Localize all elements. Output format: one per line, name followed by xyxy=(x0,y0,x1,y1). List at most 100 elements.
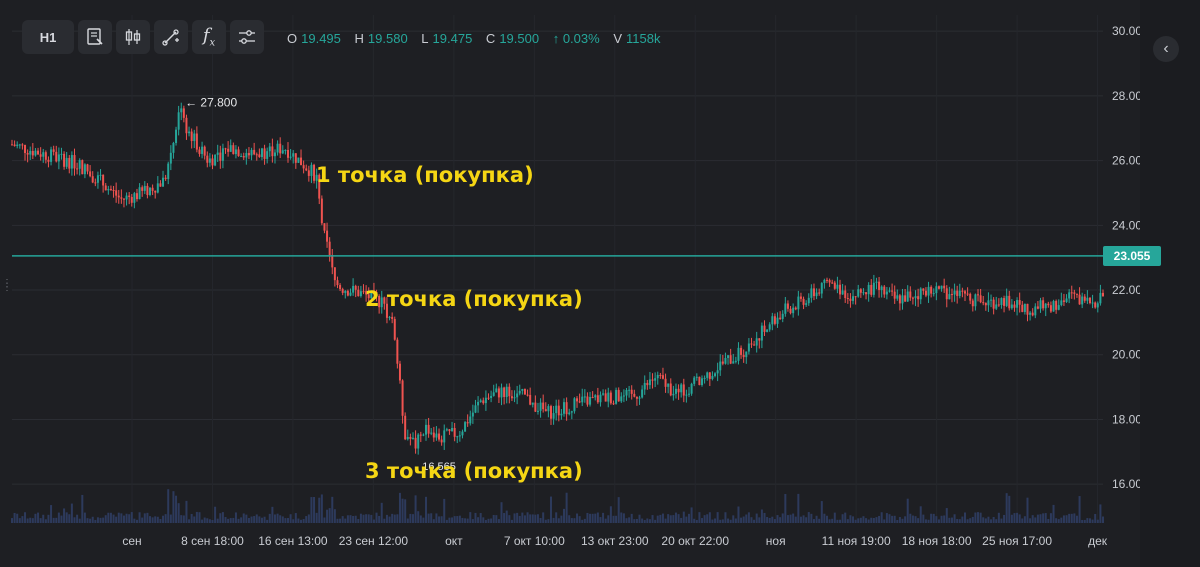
drawing-button[interactable] xyxy=(154,20,188,54)
candle-body xyxy=(786,303,789,309)
volume-bar xyxy=(969,518,972,523)
candle-body xyxy=(771,316,774,325)
volume-bar xyxy=(563,508,566,523)
candle-body xyxy=(971,300,974,307)
candle-body xyxy=(117,195,120,198)
candle-body xyxy=(445,429,448,431)
volume-bar xyxy=(146,512,149,523)
volume-bar xyxy=(78,518,81,523)
volume-bar xyxy=(1083,519,1086,523)
chart-type-button[interactable] xyxy=(116,20,150,54)
volume-bar xyxy=(430,513,433,523)
volume-bar xyxy=(289,514,292,523)
candle-body xyxy=(185,117,188,134)
x-tick-label: 25 ноя 17:00 xyxy=(982,534,1052,548)
template-button[interactable] xyxy=(78,20,112,54)
candle-body xyxy=(138,187,141,200)
candle-body xyxy=(844,290,847,298)
collapse-panel-button[interactable]: ‹ xyxy=(1153,36,1179,62)
candle-body xyxy=(292,153,295,157)
candle-body xyxy=(609,392,612,404)
volume-bar xyxy=(891,515,894,523)
volume-bar xyxy=(406,518,409,523)
candle-body xyxy=(73,155,76,169)
candle-body xyxy=(1099,292,1102,304)
drag-handle-icon[interactable]: ⋮ ⋮ xyxy=(2,278,12,293)
candle-body xyxy=(135,193,138,200)
x-tick-label: 16 сен 13:00 xyxy=(258,534,328,548)
candle-body xyxy=(695,376,698,378)
candle-body xyxy=(906,291,909,302)
volume-bar xyxy=(138,512,141,523)
volume-bar xyxy=(958,519,961,523)
candle-body xyxy=(271,146,274,157)
candle-body xyxy=(958,290,961,296)
chart-settings-button[interactable] xyxy=(230,20,264,54)
candle-body xyxy=(990,299,993,301)
volume-bar xyxy=(698,512,701,523)
volume-bar xyxy=(857,518,860,523)
candle-body xyxy=(326,230,329,242)
candle-body xyxy=(1068,292,1071,299)
candle-body xyxy=(888,290,891,292)
candle-body xyxy=(815,292,818,297)
y-tick-label: 16.000 xyxy=(1112,477,1149,491)
volume-bar xyxy=(557,518,560,523)
volume-bar xyxy=(706,514,709,523)
volume-bar xyxy=(352,515,355,523)
candle-body xyxy=(149,187,152,195)
volume-bar xyxy=(1013,513,1016,523)
volume-bar xyxy=(1065,515,1068,523)
candle-body xyxy=(318,174,321,199)
volume-bar xyxy=(162,515,165,523)
volume-bar xyxy=(318,497,321,523)
indicators-button[interactable]: fx xyxy=(192,20,226,54)
candle-body xyxy=(622,395,625,397)
volume-bar xyxy=(284,518,287,523)
candle-body xyxy=(430,432,433,434)
x-tick-label: дек xyxy=(1088,534,1108,548)
candle-body xyxy=(193,133,196,142)
candle-body xyxy=(453,428,456,437)
x-tick-label: сен xyxy=(122,534,141,548)
candle-body xyxy=(172,142,175,153)
volume-bar xyxy=(549,496,552,523)
volume-bar xyxy=(714,518,717,523)
candle-body xyxy=(674,388,677,394)
candle-body xyxy=(21,144,24,146)
volume-bar xyxy=(529,514,532,523)
candle-body xyxy=(727,355,730,358)
volume-bar xyxy=(966,519,969,523)
candle-body xyxy=(276,143,279,153)
candle-body xyxy=(180,108,183,113)
volume-bar xyxy=(21,516,24,523)
candle-body xyxy=(297,157,300,163)
volume-bar xyxy=(55,517,58,523)
volume-bar xyxy=(253,516,256,523)
volume-bar xyxy=(896,519,899,523)
volume-bar xyxy=(799,516,802,523)
volume-bar xyxy=(648,519,651,523)
volume-bar xyxy=(451,517,454,523)
y-tick-label: 30.000 xyxy=(1112,24,1149,38)
candle-body xyxy=(91,176,94,183)
volume-bar xyxy=(802,515,805,523)
candle-body xyxy=(872,282,875,295)
candle-body xyxy=(273,152,276,157)
candle-body xyxy=(320,198,323,224)
volume-bar xyxy=(229,518,232,523)
candle-body xyxy=(24,145,27,154)
candle-body xyxy=(685,394,688,396)
volume-bar xyxy=(76,514,79,523)
candle-body xyxy=(714,373,717,376)
candle-body xyxy=(995,304,998,309)
volume-bar xyxy=(287,518,290,523)
volume-bar xyxy=(323,517,326,523)
volume-bar xyxy=(742,516,745,523)
volume-bar xyxy=(651,515,654,523)
candle-body xyxy=(477,401,480,406)
timeframe-button[interactable]: H1 xyxy=(22,20,74,54)
volume-bar xyxy=(471,519,474,523)
candle-body xyxy=(154,190,157,193)
